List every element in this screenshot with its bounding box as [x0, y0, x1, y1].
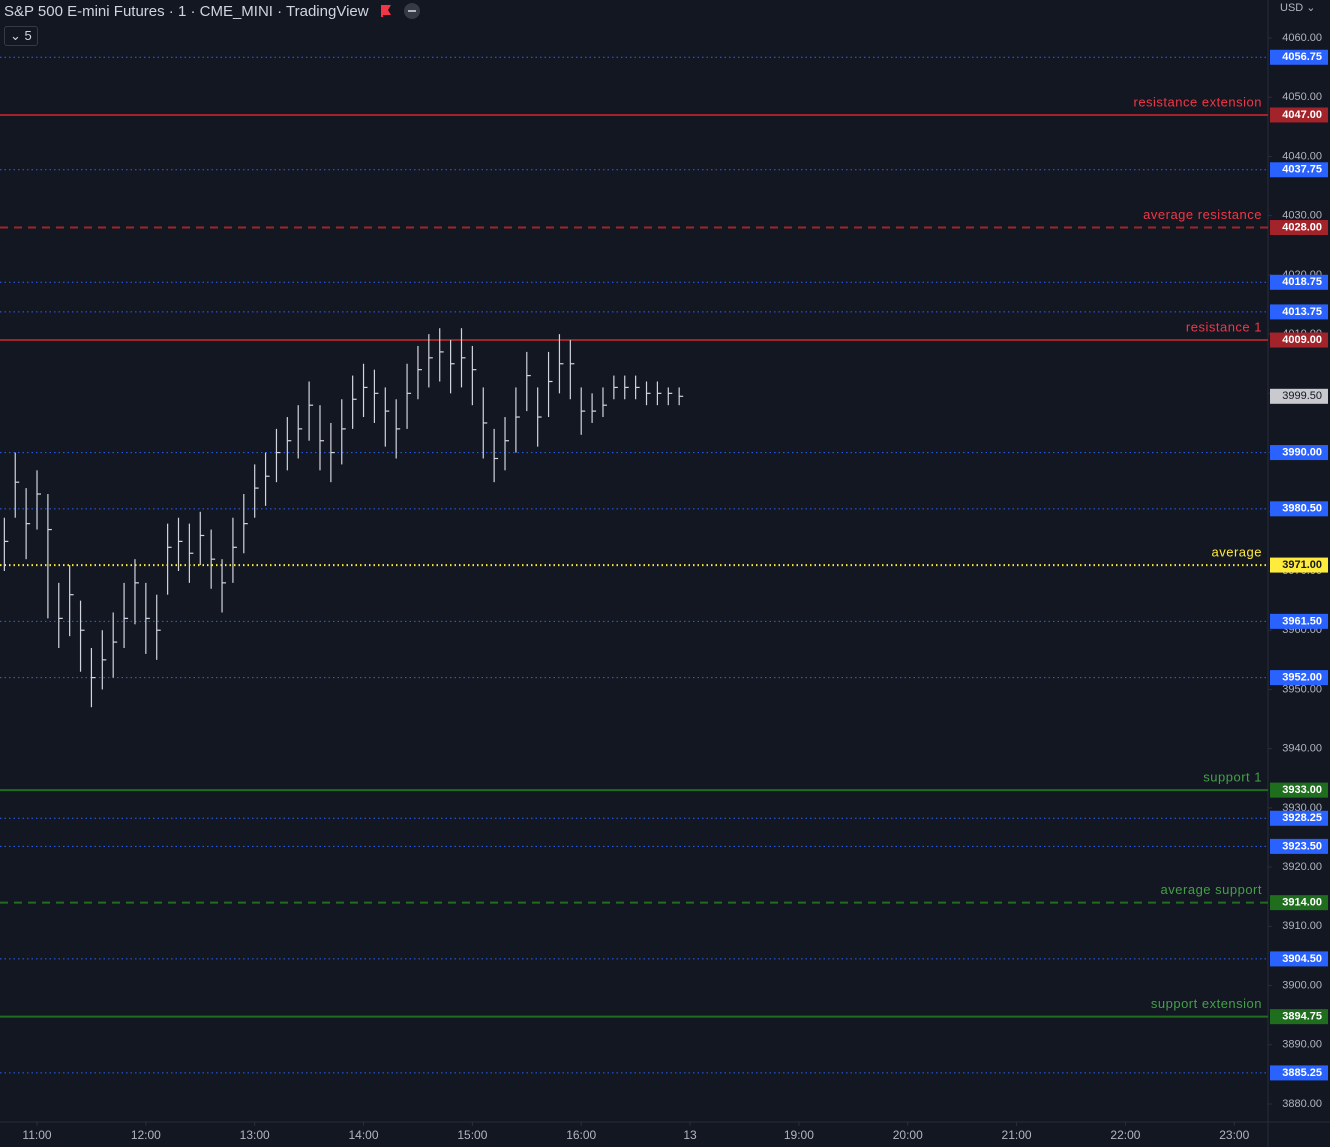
level-price-box	[1270, 162, 1328, 178]
indicator-count: 5	[24, 28, 32, 43]
level-price-box	[1270, 951, 1328, 967]
level-name: average resistance	[1143, 207, 1262, 222]
level-price-label: 3928.25	[1282, 812, 1322, 824]
x-tick-label: 19:00	[784, 1128, 814, 1142]
level-price-box	[1270, 445, 1328, 461]
level-price-box	[1270, 107, 1328, 123]
x-tick-label: 20:00	[893, 1128, 923, 1142]
currency[interactable]: USD ⌄	[1280, 2, 1316, 14]
level-price-label: 3923.50	[1282, 840, 1322, 852]
level-price-label: 4028.00	[1282, 221, 1322, 233]
header: S&P 500 E-mini Futures · 1 · CME_MINI · …	[4, 2, 421, 20]
level-price-box	[1270, 670, 1328, 686]
y-tick-label: 3880.00	[1282, 1098, 1322, 1110]
level-price-box	[1270, 1065, 1328, 1081]
y-tick-label: 3910.00	[1282, 920, 1322, 932]
y-tick-label: 4040.00	[1282, 150, 1322, 162]
level-price-label: 3933.00	[1282, 784, 1322, 796]
y-tick-label: 3900.00	[1282, 979, 1322, 991]
level-price-label: 4013.75	[1282, 306, 1322, 318]
level-price-label: 4018.75	[1282, 276, 1322, 288]
y-tick-label: 3890.00	[1282, 1039, 1322, 1051]
level-price-box	[1270, 501, 1328, 517]
level-price-label: 3961.50	[1282, 615, 1322, 627]
level-price-label: 4037.75	[1282, 164, 1322, 176]
y-tick-label: 4050.00	[1282, 91, 1322, 103]
y-tick-label: 3920.00	[1282, 861, 1322, 873]
title: S&P 500 E-mini Futures · 1 · CME_MINI · …	[4, 2, 369, 20]
level-price-label: 3971.00	[1282, 559, 1322, 571]
level-price-label: 3885.25	[1282, 1067, 1322, 1079]
level-price-label: 3894.75	[1282, 1011, 1322, 1023]
x-tick-label: 12:00	[131, 1128, 161, 1142]
level-price-box	[1270, 810, 1328, 826]
x-tick-label: 23:00	[1219, 1128, 1249, 1142]
level-price-label: 3904.50	[1282, 953, 1322, 965]
flag-icon[interactable]	[379, 4, 393, 18]
level-name: support extension	[1151, 996, 1262, 1011]
level-price-box	[1270, 1009, 1328, 1025]
level-name: average	[1212, 545, 1262, 560]
x-tick-label: 21:00	[1002, 1128, 1032, 1142]
x-tick-label: 13:00	[240, 1128, 270, 1142]
level-price-box	[1270, 304, 1328, 320]
x-tick-label: 22:00	[1110, 1128, 1140, 1142]
level-name: resistance 1	[1186, 319, 1262, 334]
x-tick-label: 15:00	[457, 1128, 487, 1142]
y-tick-label: 4060.00	[1282, 32, 1322, 44]
indicators-toggle[interactable]: ⌄ 5	[4, 26, 38, 46]
level-price-label: 3914.00	[1282, 897, 1322, 909]
level-price-box	[1270, 838, 1328, 854]
level-price-box	[1270, 782, 1328, 798]
level-price-box	[1270, 332, 1328, 348]
y-tick-label: 3940.00	[1282, 743, 1322, 755]
level-price-label: 4009.00	[1282, 334, 1322, 346]
last-price-box	[1270, 388, 1328, 404]
level-price-label: 3980.50	[1282, 503, 1322, 515]
collapse-icon[interactable]	[403, 2, 421, 20]
y-tick-label: 3950.00	[1282, 683, 1322, 695]
y-tick-label: 4030.00	[1282, 210, 1322, 222]
level-name: average support	[1161, 882, 1262, 897]
level-name: support 1	[1203, 770, 1262, 785]
level-price-label: 4056.75	[1282, 51, 1322, 63]
level-price-label: 3990.00	[1282, 446, 1322, 458]
x-tick-label: 14:00	[349, 1128, 379, 1142]
last-price-label: 3999.50	[1282, 390, 1322, 402]
level-price-box	[1270, 274, 1328, 290]
level-price-box	[1270, 220, 1328, 236]
level-price-box	[1270, 613, 1328, 629]
level-price-box	[1270, 895, 1328, 911]
level-price-box	[1270, 49, 1328, 65]
level-price-label: 3952.00	[1282, 672, 1322, 684]
x-tick-label: 13	[683, 1128, 697, 1142]
x-tick-label: 11:00	[22, 1128, 51, 1142]
currency-label: USD	[1280, 2, 1304, 14]
level-price-label: 4047.00	[1282, 109, 1322, 121]
level-price-box	[1270, 557, 1328, 573]
x-tick-label: 16:00	[566, 1128, 596, 1142]
level-name: resistance extension	[1133, 94, 1262, 109]
